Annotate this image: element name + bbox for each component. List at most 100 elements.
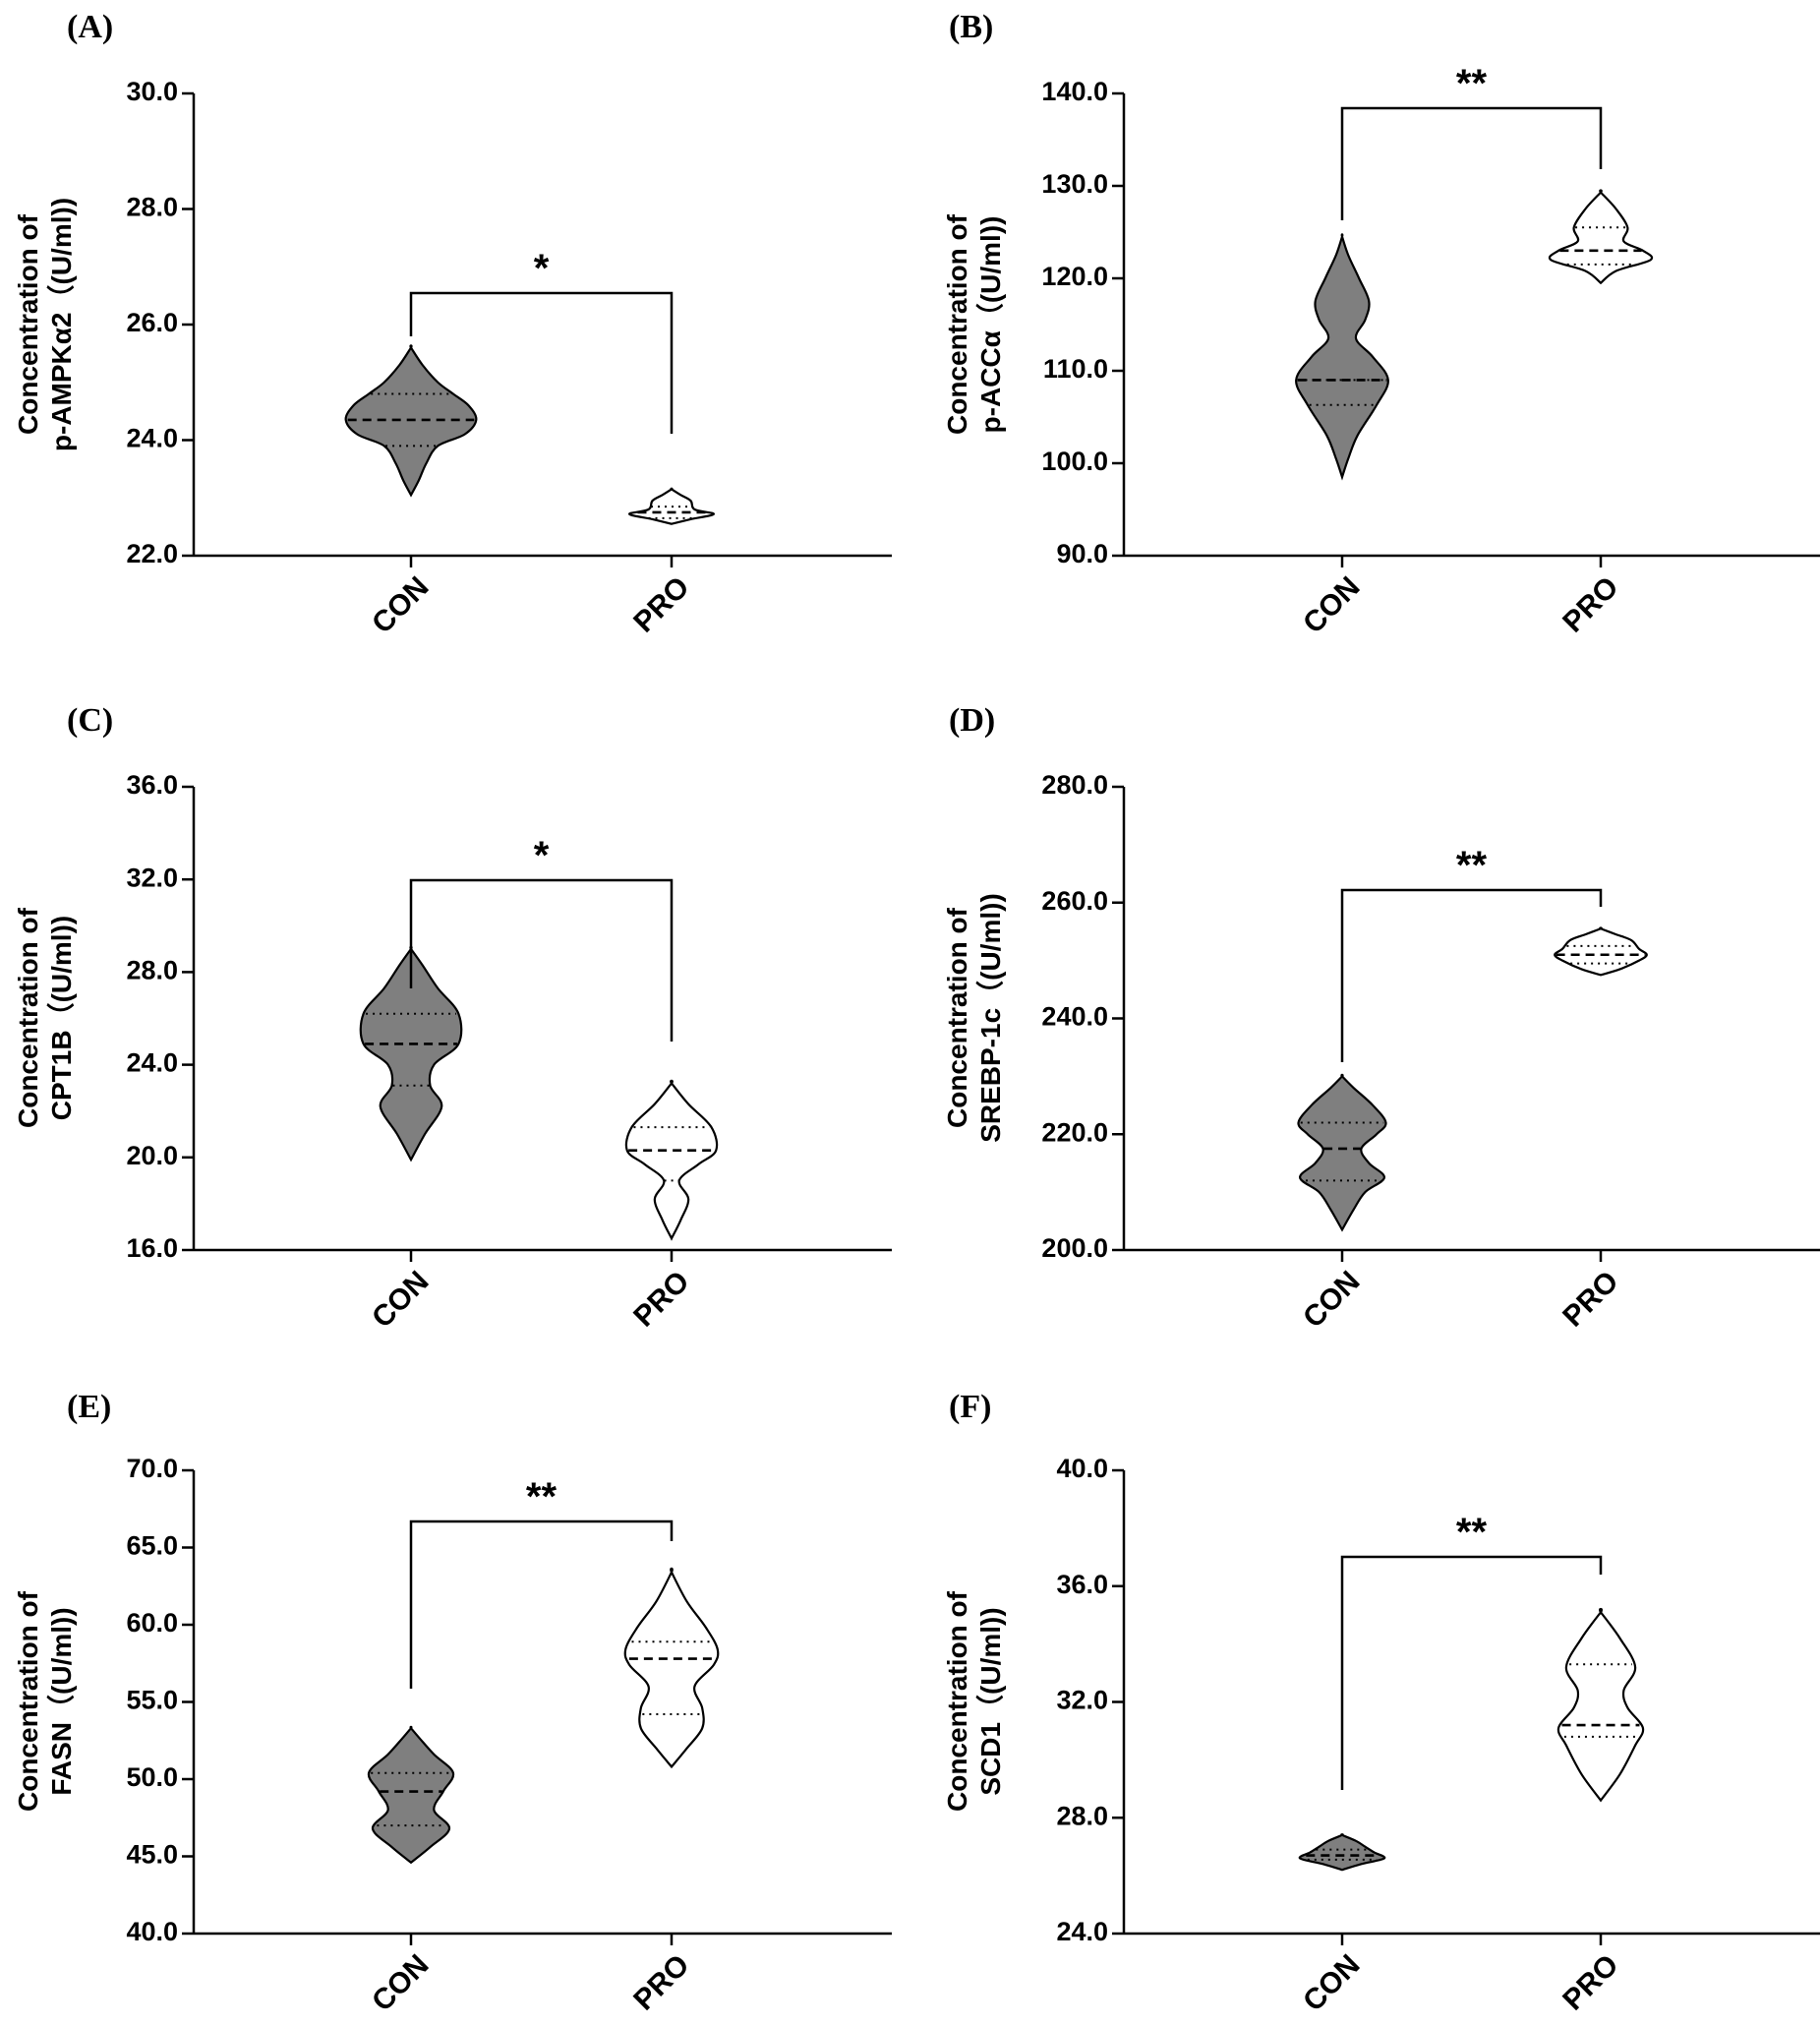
significance-marker: ** [1456, 62, 1488, 105]
y-tick-label: 32.0 [1056, 1686, 1108, 1715]
x-tick-label: CON [1297, 1948, 1366, 2017]
y-tick-label: 22.0 [126, 539, 178, 568]
y-tick-label: 110.0 [1043, 354, 1108, 384]
y-tick-label: 32.0 [126, 863, 178, 892]
significance-bracket [409, 1520, 674, 1689]
y-axis-label-line: CPT1B（(U/ml)) [45, 916, 77, 1120]
panel-label: (C) [67, 702, 113, 739]
y-tick-label: 280.0 [1041, 770, 1108, 800]
violin-con [1295, 233, 1389, 481]
significance-bracket [409, 878, 674, 1042]
significance-bracket [409, 291, 674, 434]
violin-pro [623, 1567, 720, 1769]
significance-marker: ** [1456, 844, 1488, 887]
y-tick-label: 40.0 [126, 1917, 178, 1946]
y-axis-label: Concentration of SCD1（(U/ml)) [942, 1590, 1006, 1812]
y-axis-label-line: p-AMPKα2（(U/ml)) [45, 198, 77, 451]
violin-pro [1556, 1607, 1645, 1803]
y-tick-label: 40.0 [1056, 1454, 1108, 1483]
y-tick-label: 260.0 [1041, 886, 1108, 916]
y-axis-label-line: SCD1（(U/ml)) [974, 1607, 1006, 1795]
chart-panel-1: (A) Concentration of p-AMPKα2（(U/ml)) 22.0 2… [13, 9, 892, 640]
y-tick-label: 24.0 [1056, 1917, 1108, 1946]
y-axis-label-line: Concentration of [942, 213, 972, 435]
y-tick-label: 90.0 [1056, 539, 1108, 568]
chart-panel-6: (F) Concentration of SCD1（(U/ml)) 24.0 28.0 3… [942, 1389, 1820, 2018]
y-tick-label: 65.0 [126, 1531, 178, 1561]
y-tick-label: 130.0 [1041, 169, 1108, 199]
violin-pro [1548, 189, 1654, 285]
y-tick-label: 28.0 [1056, 1801, 1108, 1830]
x-tick-label: CON [1297, 570, 1366, 639]
y-tick-label: 24.0 [126, 1048, 178, 1078]
chart-panel-5: (E) Concentration of FASN（(U/ml)) 40.0 45.0 5… [13, 1389, 892, 2018]
y-axis-label-line: Concentration of [13, 213, 43, 435]
y-tick-label: 30.0 [126, 77, 178, 106]
x-tick-label: CON [366, 1948, 435, 2017]
y-axis-label: Concentration of p-AMPKα2（(U/ml)) [13, 198, 77, 451]
significance-marker: * [534, 247, 550, 290]
y-tick-label: 55.0 [126, 1686, 178, 1715]
y-tick-label: 20.0 [126, 1141, 178, 1170]
x-tick-label: PRO [627, 1265, 695, 1333]
violin-con [367, 1725, 455, 1865]
y-tick-label: 45.0 [126, 1840, 178, 1870]
chart-panel-2: (B) Concentration of p-ACCα（(U/ml)) 90.0 100… [942, 9, 1820, 640]
y-axis-label: Concentration of FASN（(U/ml)) [13, 1590, 77, 1812]
y-tick-label: 36.0 [1056, 1570, 1108, 1599]
violin-pro [627, 487, 716, 525]
y-axis-label-line: SREBP-1c（(U/ml)) [974, 893, 1006, 1143]
y-tick-label: 28.0 [126, 193, 178, 222]
significance-bracket [1340, 106, 1603, 220]
y-tick-label: 240.0 [1041, 1002, 1108, 1032]
y-axis-label: Concentration of p-ACCα（(U/ml)) [942, 213, 1006, 435]
y-axis-label-line: Concentration of [13, 1590, 43, 1812]
y-tick-label: 36.0 [126, 770, 178, 800]
chart-panel-3: (C) Concentration of CPT1B（(U/ml)) 16.0 20.0… [13, 702, 892, 1335]
significance-marker: ** [526, 1475, 558, 1519]
significance-bracket [1340, 888, 1603, 1062]
y-tick-label: 70.0 [126, 1454, 178, 1483]
panel-label: (F) [949, 1389, 991, 1425]
y-tick-label: 100.0 [1041, 447, 1108, 476]
y-tick-label: 26.0 [126, 308, 178, 337]
violin-pro [624, 1079, 719, 1241]
significance-marker: ** [1456, 1511, 1488, 1554]
y-tick-label: 50.0 [126, 1762, 178, 1792]
y-axis-label-line: p-ACCα（(U/ml)) [974, 216, 1006, 434]
violin-pro [1554, 926, 1648, 977]
panel-label: (A) [67, 9, 113, 45]
y-axis-label: Concentration of CPT1B（(U/ml)) [13, 907, 77, 1128]
y-tick-label: 140.0 [1041, 77, 1108, 106]
panel-label: (D) [949, 702, 995, 739]
y-tick-label: 60.0 [126, 1608, 178, 1638]
violin-con [1297, 1073, 1387, 1232]
y-tick-label: 220.0 [1041, 1117, 1108, 1147]
y-axis-label-line: FASN（(U/ml)) [45, 1607, 77, 1795]
significance-marker: * [534, 834, 550, 877]
x-tick-label: CON [1297, 1265, 1366, 1334]
y-tick-label: 24.0 [126, 424, 178, 453]
panel-label: (E) [67, 1389, 111, 1425]
y-tick-label: 120.0 [1041, 262, 1108, 291]
x-tick-label: PRO [1556, 1948, 1624, 2016]
x-tick-label: PRO [1556, 570, 1624, 638]
y-axis-label-line: Concentration of [13, 907, 43, 1128]
violin-con [1298, 1833, 1386, 1872]
x-tick-label: PRO [627, 1948, 695, 2016]
significance-bracket [1340, 1555, 1603, 1790]
y-axis-label: Concentration of SREBP-1c（(U/ml)) [942, 893, 1006, 1143]
x-tick-label: PRO [1556, 1265, 1624, 1333]
x-tick-label: CON [366, 1265, 435, 1334]
y-tick-label: 16.0 [126, 1233, 178, 1263]
x-tick-label: PRO [627, 570, 695, 638]
y-tick-label: 28.0 [126, 956, 178, 985]
x-tick-label: CON [366, 570, 435, 639]
panel-label: (B) [949, 9, 993, 45]
y-axis-label-line: Concentration of [942, 1590, 972, 1812]
y-tick-label: 200.0 [1041, 1233, 1108, 1263]
chart-panel-4: (D) Concentration of SREBP-1c（(U/ml)) 200.0… [942, 702, 1820, 1335]
y-axis-label-line: Concentration of [942, 907, 972, 1128]
